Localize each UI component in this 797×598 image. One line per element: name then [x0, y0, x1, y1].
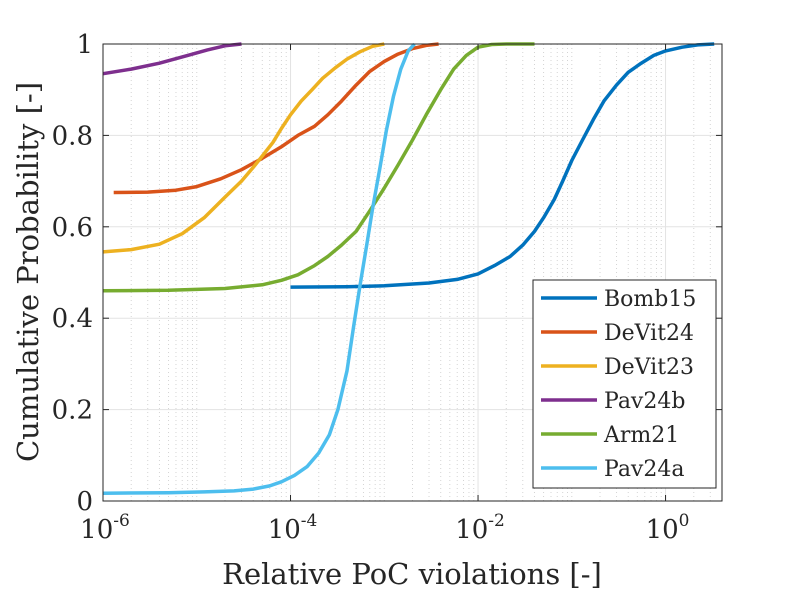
- series-line-devit23: [102, 42, 385, 254]
- x-tick-labels: 10-6 10-4 10-2 100: [80, 511, 689, 545]
- y-tick-label: 0.2: [52, 396, 93, 426]
- x-tick-label: 100: [646, 511, 690, 545]
- y-tick-label: 0.6: [52, 213, 93, 243]
- legend-label-devit24: DeVit24: [604, 321, 694, 346]
- y-tick-label: 0: [76, 487, 93, 517]
- y-tick-label: 0.8: [52, 121, 93, 151]
- legend-label-pav24b: Pav24b: [604, 389, 685, 414]
- y-tick-label: 1: [76, 30, 93, 60]
- series-line-devit24: [113, 42, 439, 195]
- series-layer: [102, 42, 715, 495]
- y-tick-label: 0.4: [52, 304, 93, 334]
- plot-frame: [102, 43, 723, 502]
- series-line-bomb15: [290, 42, 715, 289]
- x-tick-label: 10-2: [455, 511, 505, 545]
- x-tick-label: 10-4: [268, 511, 318, 545]
- legend-label-arm21: Arm21: [603, 423, 679, 448]
- legend-label-pav24a: Pav24a: [604, 457, 684, 482]
- legend: Bomb15 DeVit24 DeVit23 Pav24b Arm21 Pav24a: [532, 279, 717, 489]
- y-axis-label: Cumulative Probability [-]: [11, 82, 45, 462]
- series-line-pav24b: [102, 42, 242, 76]
- legend-box: [532, 279, 717, 489]
- x-tick-label: 10-6: [80, 511, 130, 545]
- series-line-pav24a: [102, 42, 416, 495]
- legend-label-devit23: DeVit23: [604, 355, 694, 380]
- y-tick-labels: 0 0.2 0.4 0.6 0.8 1: [52, 30, 93, 517]
- axis-ticks: [102, 43, 722, 502]
- x-axis-label: Relative PoC violations [-]: [222, 557, 602, 591]
- series-line-arm21: [102, 42, 535, 293]
- legend-label-bomb15: Bomb15: [604, 287, 696, 312]
